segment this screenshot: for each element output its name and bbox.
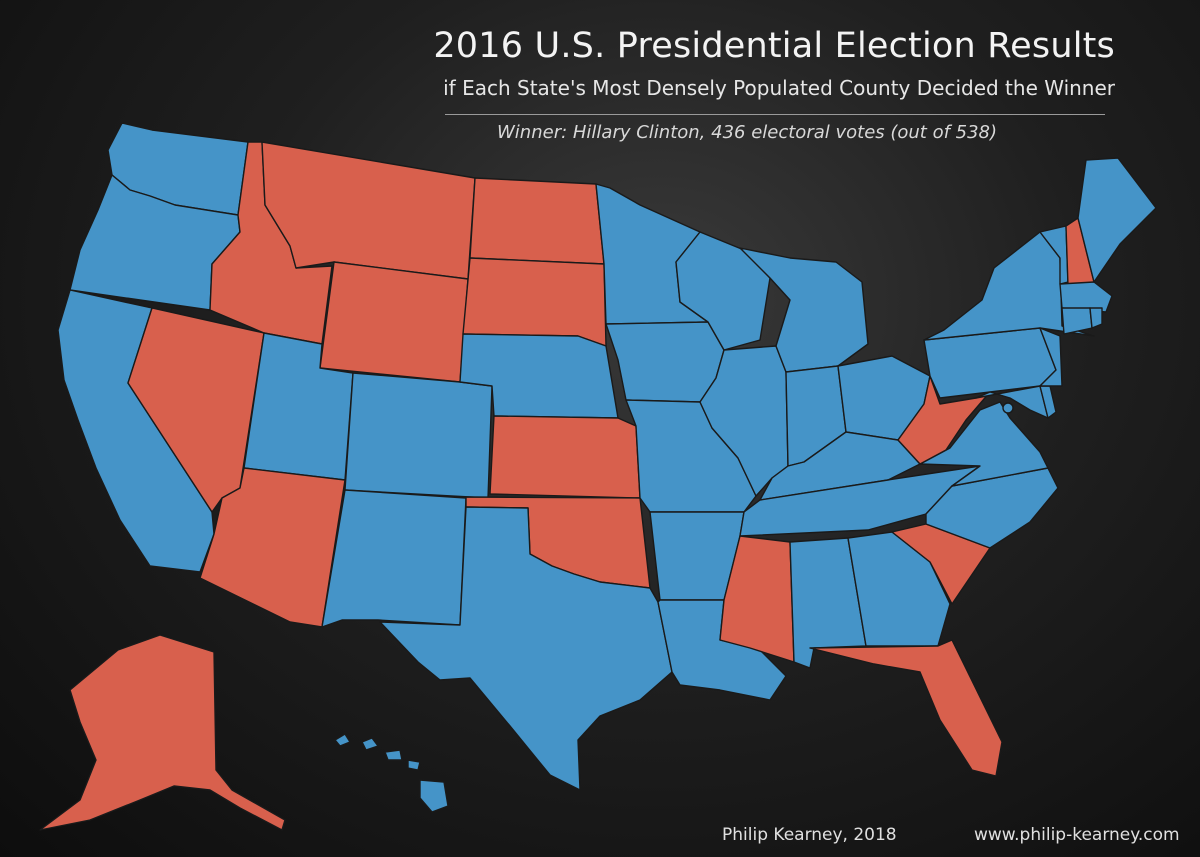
state-ri <box>1089 307 1103 329</box>
state-az <box>199 467 346 628</box>
state-tx <box>379 506 673 791</box>
state-nj <box>1039 327 1063 387</box>
website-link[interactable]: www.philip-kearney.com <box>974 825 1180 845</box>
state-ma <box>1059 281 1113 313</box>
state-nm <box>321 489 467 628</box>
state-dc <box>1002 402 1014 414</box>
state-ks <box>489 415 641 499</box>
state-sc <box>891 523 991 605</box>
title-divider <box>445 114 1105 115</box>
state-ia <box>605 321 725 403</box>
state-fl <box>809 639 1003 777</box>
state-vt <box>1039 225 1069 285</box>
state-ak <box>39 634 286 831</box>
map-subtitle: if Each State's Most Densely Populated C… <box>443 76 1115 100</box>
state-hi <box>334 733 449 813</box>
state-wv <box>897 375 991 465</box>
state-wy <box>319 261 469 383</box>
author-credit: Philip Kearney, 2018 <box>722 825 897 845</box>
state-nd <box>469 177 605 265</box>
winner-text: Winner: Hillary Clinton, 436 electoral v… <box>497 122 998 143</box>
map-title: 2016 U.S. Presidential Election Results <box>433 26 1115 66</box>
state-va <box>919 401 1049 487</box>
state-co <box>344 372 493 499</box>
state-ct <box>1061 307 1093 335</box>
state-me <box>1077 157 1157 283</box>
state-mt <box>261 141 476 280</box>
state-sd <box>462 257 607 347</box>
